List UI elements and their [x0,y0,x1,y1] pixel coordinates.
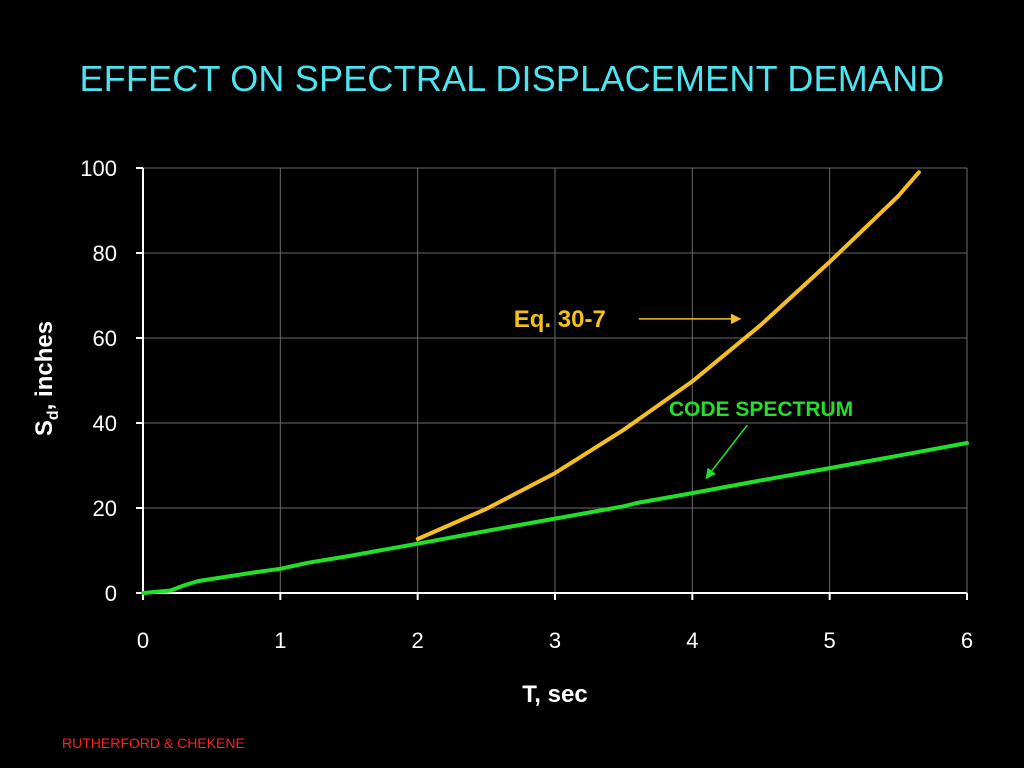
y-tick-label: 20 [93,496,117,521]
y-axis-title-subscript: d [45,410,62,420]
x-tick-label: 3 [549,628,561,653]
series-line-eq-30-7 [415,170,921,541]
annotation-code-spectrum: CODE SPECTRUM [669,398,853,421]
x-tick-label: 1 [274,628,286,653]
x-tick-label: 5 [824,628,836,653]
x-tick-label: 6 [961,628,973,653]
annotation-arrow-code-spectrum [705,424,748,480]
series-line-code-spectrum [141,441,969,595]
y-axis-title-rest: , inches [31,321,58,410]
x-tick-label: 0 [137,628,149,653]
y-tick-label: 100 [80,156,117,181]
chart-series [141,170,969,595]
y-tick-label: 60 [93,326,117,351]
annotation-eq-30-7: Eq. 30-7 [514,306,606,333]
slide-title: EFFECT ON SPECTRAL DISPLACEMENT DEMAND [79,58,945,99]
x-tick-label: 4 [686,628,698,653]
footer-credit: RUTHERFORD & CHEKENE [62,735,245,751]
y-tick-label: 40 [93,411,117,436]
x-tick-label: 2 [412,628,424,653]
chart-grid [143,167,968,593]
y-axis-title-main: S [31,420,58,436]
y-tick-label: 0 [105,581,117,606]
x-axis-title: T, sec [522,681,587,708]
y-tick-label: 80 [93,241,117,266]
y-axis-title: Sd, inches [31,321,62,436]
chart-annotations: Eq. 30-7 CODE SPECTRUM [514,306,853,480]
